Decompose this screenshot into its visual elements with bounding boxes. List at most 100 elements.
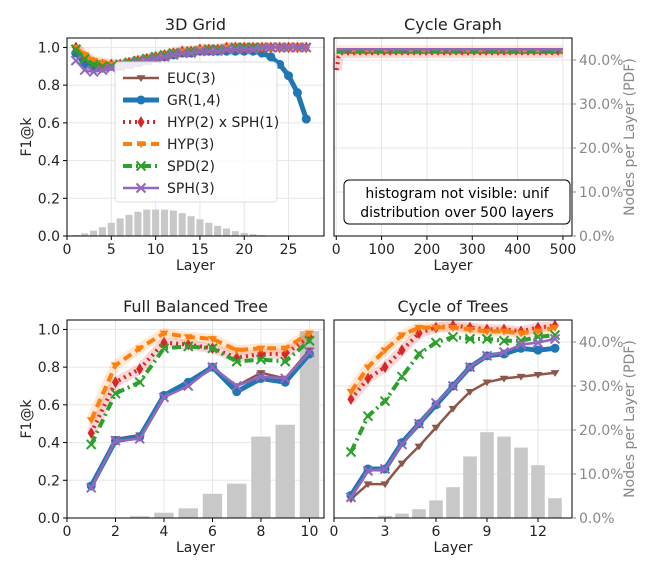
y-tick-label: 0.4 bbox=[38, 436, 60, 452]
y2-tick-label: 0.0% bbox=[579, 511, 615, 527]
x-tick-label: 12 bbox=[529, 524, 547, 540]
y-tick-label: 0.0 bbox=[38, 229, 60, 245]
x-tick-label: 0 bbox=[63, 242, 72, 258]
histogram-bar bbox=[276, 425, 295, 518]
data-point bbox=[293, 88, 302, 97]
histogram-bar bbox=[143, 210, 150, 236]
y2-axis-label: Nodes per Layer (PDF) bbox=[622, 58, 638, 216]
chart-title: Cycle Graph bbox=[404, 15, 502, 34]
histogram-bar bbox=[497, 437, 511, 518]
x-tick-label: 200 bbox=[414, 242, 441, 258]
x-tick-label: 6 bbox=[208, 524, 217, 540]
x-tick-label: 9 bbox=[483, 524, 492, 540]
annotation: histogram not visible: unif distribution … bbox=[344, 180, 570, 224]
chart-title: 3D Grid bbox=[165, 15, 226, 34]
chart-title: Cycle of Trees bbox=[398, 297, 509, 316]
legend-label: SPH(3) bbox=[167, 181, 215, 197]
histogram-bar bbox=[429, 500, 443, 518]
x-tick-label: 6 bbox=[432, 524, 441, 540]
histogram-bar bbox=[412, 509, 426, 518]
data-point bbox=[302, 115, 311, 124]
y-tick-label: 0.0 bbox=[38, 511, 60, 527]
y2-tick-label: 10.0% bbox=[579, 185, 623, 201]
x-tick-label: 10 bbox=[147, 242, 165, 258]
x-axis-label: Layer bbox=[176, 540, 215, 556]
panel-2: 0 2 4 6 8 10 0.0 0.2 0.4 0.6 0.8 1.0 Full Balanced T… bbox=[19, 297, 324, 556]
y-tick-label: 0.8 bbox=[38, 360, 60, 376]
histogram-bar bbox=[531, 465, 545, 518]
x-tick-label: 3 bbox=[381, 524, 390, 540]
annotation-line: histogram not visible: unif bbox=[365, 186, 549, 202]
histogram-bar bbox=[196, 219, 203, 236]
data-point bbox=[284, 71, 293, 80]
y-axis-label: F1@k bbox=[19, 117, 35, 157]
chart-title: Full Balanced Tree bbox=[123, 297, 268, 316]
x-tick-label: 4 bbox=[160, 524, 169, 540]
histogram-bar bbox=[446, 487, 460, 518]
x-tick-label: 0 bbox=[332, 242, 341, 258]
y2-tick-label: 0.0% bbox=[579, 229, 615, 245]
y-tick-label: 0.2 bbox=[38, 473, 60, 489]
legend-label: EUC(3) bbox=[167, 71, 216, 87]
y2-tick-label: 20.0% bbox=[579, 141, 623, 157]
histogram bbox=[344, 432, 562, 518]
x-axis-label: Layer bbox=[433, 258, 472, 274]
x-tick-label: 0 bbox=[63, 524, 72, 540]
x-tick-label: 8 bbox=[257, 524, 266, 540]
y-tick-label: 1.0 bbox=[38, 40, 60, 56]
histogram-bar bbox=[170, 210, 177, 236]
histogram bbox=[72, 210, 310, 236]
y-tick-label: 0.6 bbox=[38, 398, 60, 414]
y-tick-label: 0.4 bbox=[38, 154, 60, 170]
histogram-bar bbox=[463, 456, 477, 518]
y2-tick-label: 10.0% bbox=[579, 467, 623, 483]
histogram-bar bbox=[251, 437, 270, 518]
histogram-bar bbox=[152, 210, 159, 236]
histogram-bar bbox=[214, 226, 221, 236]
histogram-bar bbox=[548, 498, 562, 518]
histogram-bar bbox=[161, 210, 168, 236]
x-tick-label: 10 bbox=[301, 524, 319, 540]
histogram-bar bbox=[227, 484, 246, 518]
data-point bbox=[364, 412, 373, 421]
x-axis-label: Layer bbox=[176, 258, 215, 274]
series-band bbox=[337, 53, 563, 70]
y2-tick-label: 30.0% bbox=[579, 97, 623, 113]
histogram-bar bbox=[480, 432, 494, 518]
annotation-line: distribution over 500 layers bbox=[360, 205, 554, 221]
legend: EUC(3)GR(1,4)HYP(2) x SPH(1)HYP(3)SPD(2)… bbox=[115, 62, 279, 202]
y-tick-label: 0.8 bbox=[38, 78, 60, 94]
legend-label: SPD(2) bbox=[167, 159, 215, 175]
y-tick-label: 0.6 bbox=[38, 116, 60, 132]
x-tick-label: 100 bbox=[368, 242, 395, 258]
histogram-bar bbox=[154, 513, 173, 518]
histogram-bar bbox=[179, 213, 186, 236]
histogram-bar bbox=[205, 223, 212, 236]
y-tick-label: 1.0 bbox=[38, 322, 60, 338]
legend-marker bbox=[137, 96, 146, 105]
x-tick-label: 15 bbox=[191, 242, 209, 258]
histogram-bar bbox=[99, 227, 106, 236]
y-axis-label: F1@k bbox=[19, 399, 35, 439]
y2-axis-label: Nodes per Layer (PDF) bbox=[622, 340, 638, 498]
histogram-bar bbox=[232, 231, 239, 236]
histogram-bar bbox=[514, 448, 528, 518]
legend-label: GR(1,4) bbox=[167, 93, 221, 109]
x-tick-label: 300 bbox=[459, 242, 486, 258]
histogram-bar bbox=[125, 215, 132, 236]
histogram-bar bbox=[223, 229, 230, 236]
y2-tick-label: 20.0% bbox=[579, 423, 623, 439]
x-tick-label: 20 bbox=[235, 242, 253, 258]
y2-tick-label: 30.0% bbox=[579, 379, 623, 395]
histogram-bar bbox=[395, 514, 409, 518]
y2-tick-label: 40.0% bbox=[579, 53, 623, 69]
histogram-bar bbox=[90, 231, 97, 236]
y-tick-label: 0.2 bbox=[38, 191, 60, 207]
x-tick-label: 5 bbox=[107, 242, 116, 258]
x-tick-label: 2 bbox=[111, 524, 120, 540]
histogram-bar bbox=[188, 216, 195, 236]
